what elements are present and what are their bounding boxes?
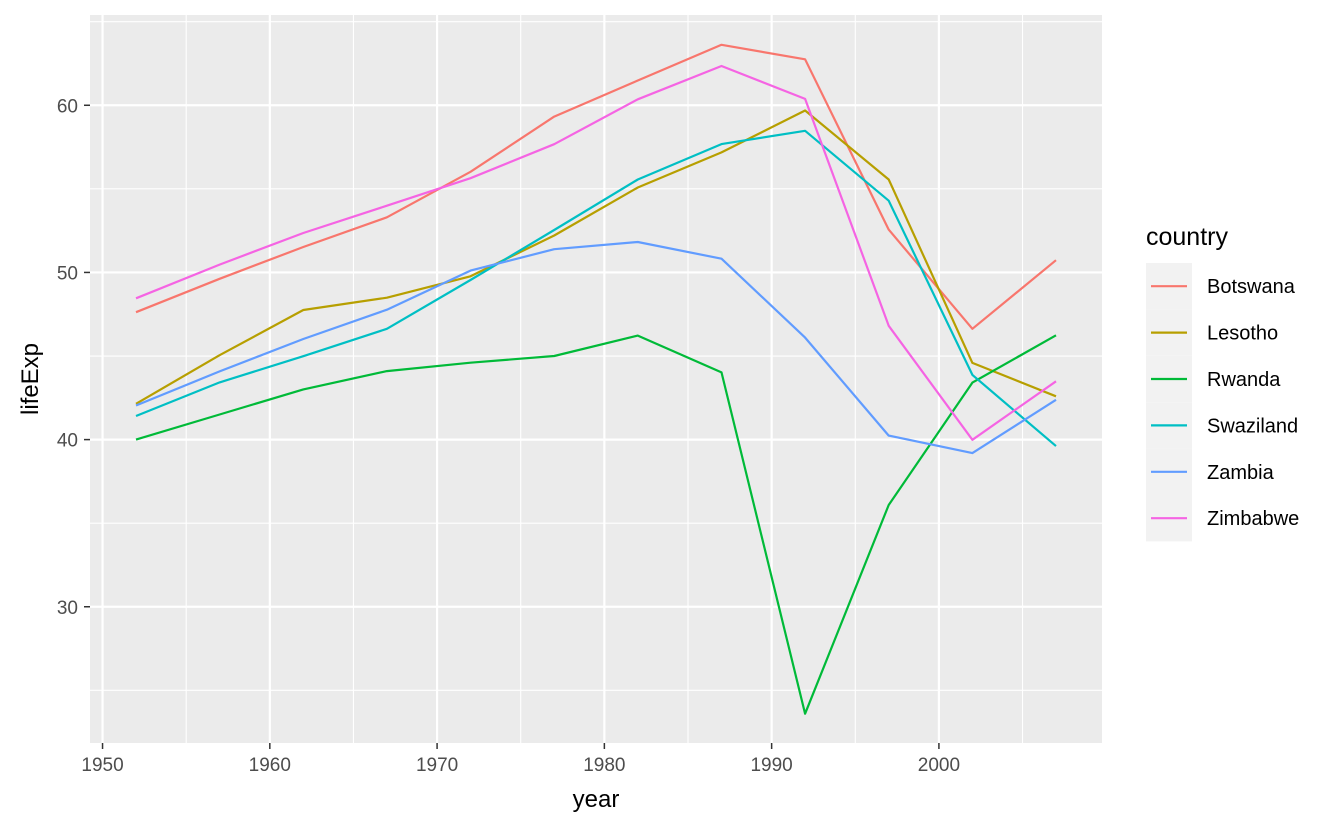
legend-label-swaziland: Swaziland <box>1207 415 1298 437</box>
y-tick-label: 40 <box>57 431 78 452</box>
x-axis-title: year <box>573 786 620 813</box>
x-tick-label: 1960 <box>249 755 291 776</box>
minor-gridlines <box>90 15 1102 743</box>
y-axis-ticks: 30 40 50 60 <box>57 96 90 619</box>
series-line-botswana <box>135 43 1057 330</box>
legend: country Botswana Lesotho Rwanda Swaziland Za… <box>1146 223 1299 542</box>
y-tick-label: 30 <box>57 598 78 619</box>
x-tick-label: 1950 <box>81 755 123 776</box>
series-line-rwanda <box>135 334 1057 715</box>
series-line-zambia <box>135 240 1057 455</box>
y-tick-label: 60 <box>57 96 78 117</box>
x-tick-label: 1990 <box>750 755 792 776</box>
y-axis-title: lifeExp <box>17 343 44 415</box>
x-tick-label: 1980 <box>583 755 625 776</box>
x-tick-label: 1970 <box>416 755 458 776</box>
major-gridlines <box>90 15 1102 743</box>
legend-label-zambia: Zambia <box>1207 462 1275 484</box>
legend-label-zimbabwe: Zimbabwe <box>1207 508 1299 530</box>
x-axis-ticks: 1950 1960 1970 1980 1990 2000 <box>81 743 960 776</box>
series-lines <box>135 43 1057 715</box>
plot-panel <box>90 15 1102 743</box>
series-line-zimbabwe <box>135 64 1057 441</box>
legend-label-lesotho: Lesotho <box>1207 323 1278 345</box>
legend-label-botswana: Botswana <box>1207 276 1296 298</box>
series-line-swaziland <box>135 129 1057 447</box>
legend-label-rwanda: Rwanda <box>1207 369 1281 391</box>
y-tick-label: 50 <box>57 263 78 284</box>
series-line-lesotho <box>135 109 1057 405</box>
x-tick-label: 2000 <box>918 755 960 776</box>
legend-title: country <box>1146 223 1228 251</box>
